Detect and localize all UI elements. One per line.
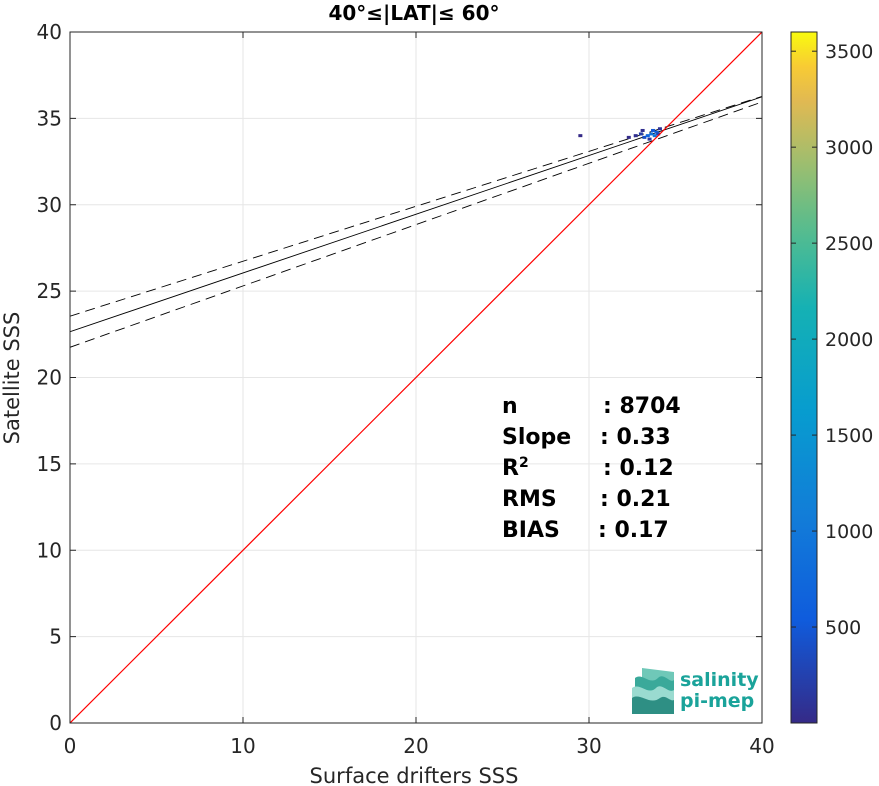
- density-point: [640, 128, 645, 132]
- colorbar-tick-label: 3500: [825, 41, 873, 63]
- stat-label: Slope: [502, 425, 571, 450]
- x-tick-label: 0: [64, 734, 77, 758]
- density-point: [578, 134, 583, 138]
- y-tick-label: 35: [37, 106, 62, 130]
- identity-line: [70, 32, 762, 723]
- colorbar-tick-label: 1000: [825, 521, 873, 543]
- stat-value: : 0.33: [600, 425, 671, 450]
- colorbar-tick-label: 3000: [825, 137, 873, 159]
- stat-superscript: 2: [519, 455, 529, 471]
- stat-label: RMS: [502, 487, 557, 512]
- density-point: [642, 135, 647, 139]
- logo-line2: pi-mep: [680, 690, 754, 712]
- stat-value: : 0.21: [600, 487, 671, 512]
- logo-wave-icon: [632, 668, 674, 714]
- stat-value: : 8704: [603, 394, 681, 419]
- density-point: [649, 132, 654, 136]
- density-point: [657, 127, 662, 131]
- y-tick-label: 5: [49, 625, 62, 649]
- stat-label: BIAS: [502, 518, 560, 543]
- y-tick-label: 25: [37, 279, 62, 303]
- salinity-pi-mep-logo: salinity pi-mep: [632, 668, 759, 714]
- x-tick-label: 10: [230, 734, 255, 758]
- y-tick-label: 20: [37, 366, 62, 390]
- y-tick-label: 0: [49, 711, 62, 735]
- density-point: [645, 134, 650, 138]
- y-tick-label: 10: [37, 538, 62, 562]
- colorbar-tick-label: 2000: [825, 329, 873, 351]
- fit-confidence-line-2: [70, 101, 762, 348]
- logo-line1: salinity: [680, 669, 759, 691]
- stat-label: n: [502, 394, 518, 419]
- plot-lines: [70, 32, 762, 723]
- y-tick-label: 30: [37, 193, 62, 217]
- density-point: [651, 128, 656, 132]
- fit-confidence-line-1: [70, 96, 762, 317]
- colorbar-gradient-rect: [790, 31, 818, 724]
- stat-value: : 0.12: [603, 456, 674, 481]
- x-tick-label: 40: [749, 734, 774, 758]
- density-point: [626, 135, 631, 139]
- y-tick-label: 15: [37, 452, 62, 476]
- density-point: [652, 134, 657, 138]
- stat-value: : 0.17: [598, 518, 669, 543]
- density-point: [638, 132, 643, 136]
- x-tick-label: 20: [403, 734, 428, 758]
- x-axis-title: Surface drifters SSS: [310, 764, 519, 786]
- y-tick-label: 40: [37, 20, 62, 44]
- colorbar: 500 1000 1500 2000 2500 3000 3500: [790, 31, 873, 724]
- plot-area: 0 10 20 30 40 0 5 10 15 20 25 30 35 40: [37, 20, 775, 758]
- density-point: [654, 130, 659, 134]
- y-axis-title: Satellite SSS: [0, 312, 24, 445]
- colorbar-tick-label: 2500: [825, 233, 873, 255]
- density-point: [647, 137, 652, 141]
- x-tick-label: 30: [576, 734, 601, 758]
- chart-title: 40°≤|LAT|≤ 60°: [328, 1, 499, 25]
- density-point: [633, 134, 638, 138]
- colorbar-tick-label: 500: [825, 617, 861, 639]
- colorbar-tick-label: 1500: [825, 425, 873, 447]
- density-point: [656, 132, 661, 136]
